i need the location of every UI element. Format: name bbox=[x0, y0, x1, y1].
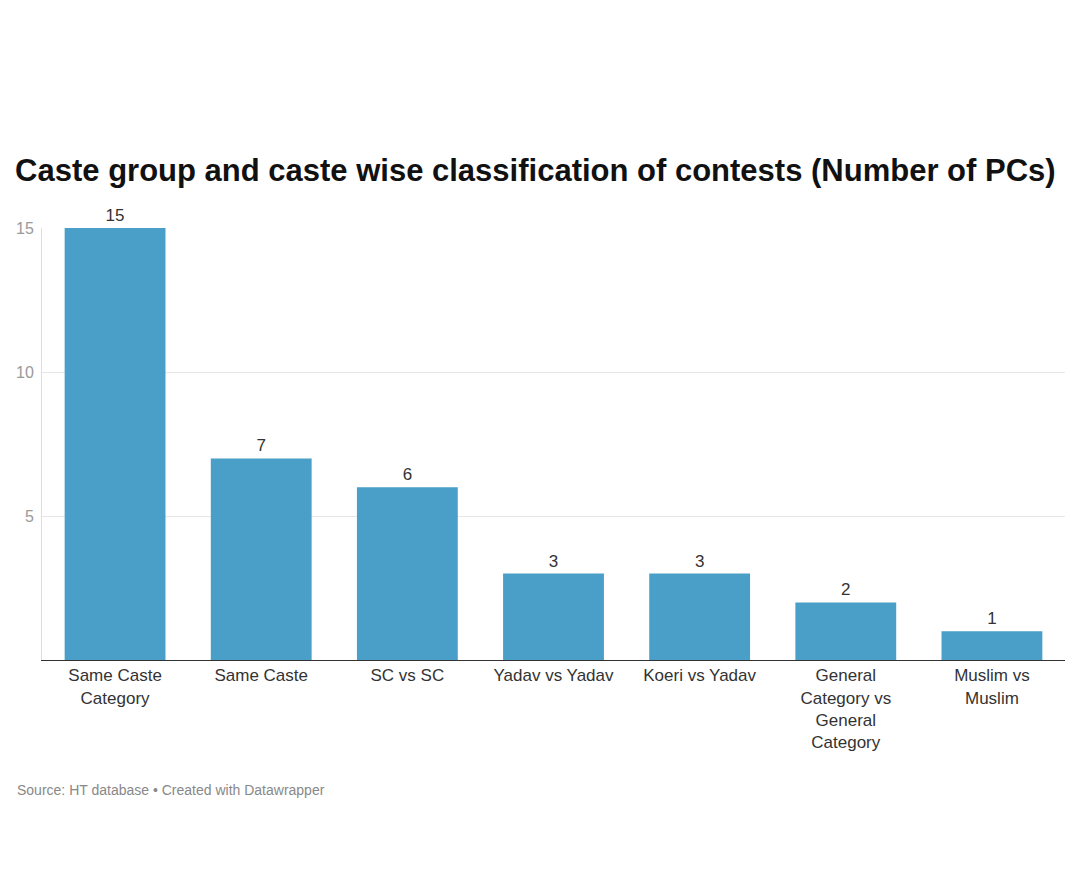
svg-text:Source: HT database • Created: Source: HT database • Created with Dataw… bbox=[17, 782, 325, 798]
svg-text:GeneralCategory vsGeneralCateg: GeneralCategory vsGeneralCategory bbox=[800, 666, 891, 751]
svg-text:Same CasteCategory: Same CasteCategory bbox=[68, 666, 162, 707]
svg-text:Muslim vsMuslim: Muslim vsMuslim bbox=[954, 666, 1030, 707]
svg-text:2: 2 bbox=[841, 580, 850, 599]
svg-text:Same Caste: Same Caste bbox=[214, 666, 308, 685]
svg-text:5: 5 bbox=[25, 508, 34, 525]
svg-text:15: 15 bbox=[106, 206, 125, 225]
svg-text:10: 10 bbox=[16, 364, 34, 381]
svg-text:3: 3 bbox=[549, 552, 558, 571]
svg-text:1: 1 bbox=[987, 609, 996, 628]
svg-text:3: 3 bbox=[695, 552, 704, 571]
svg-text:Caste group and caste wise cla: Caste group and caste wise classificatio… bbox=[15, 153, 1055, 188]
svg-text:6: 6 bbox=[403, 465, 412, 484]
svg-text:Yadav vs Yadav: Yadav vs Yadav bbox=[493, 666, 614, 685]
svg-text:Koeri vs Yadav: Koeri vs Yadav bbox=[643, 666, 756, 685]
svg-text:SC vs SC: SC vs SC bbox=[371, 666, 445, 685]
svg-text:15: 15 bbox=[16, 220, 34, 237]
svg-text:7: 7 bbox=[256, 436, 265, 455]
